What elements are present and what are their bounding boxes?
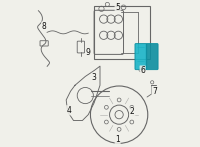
Text: 6: 6 [140, 66, 145, 75]
Text: 8: 8 [42, 22, 47, 31]
Text: 1: 1 [115, 135, 120, 144]
FancyBboxPatch shape [146, 44, 158, 70]
Text: 9: 9 [86, 48, 91, 57]
Text: 7: 7 [152, 87, 157, 96]
Text: 5: 5 [115, 3, 120, 12]
Text: 4: 4 [67, 106, 72, 115]
Text: 3: 3 [92, 73, 97, 82]
Text: 2: 2 [130, 107, 135, 116]
FancyBboxPatch shape [135, 44, 147, 70]
Bar [94, 6, 150, 59]
